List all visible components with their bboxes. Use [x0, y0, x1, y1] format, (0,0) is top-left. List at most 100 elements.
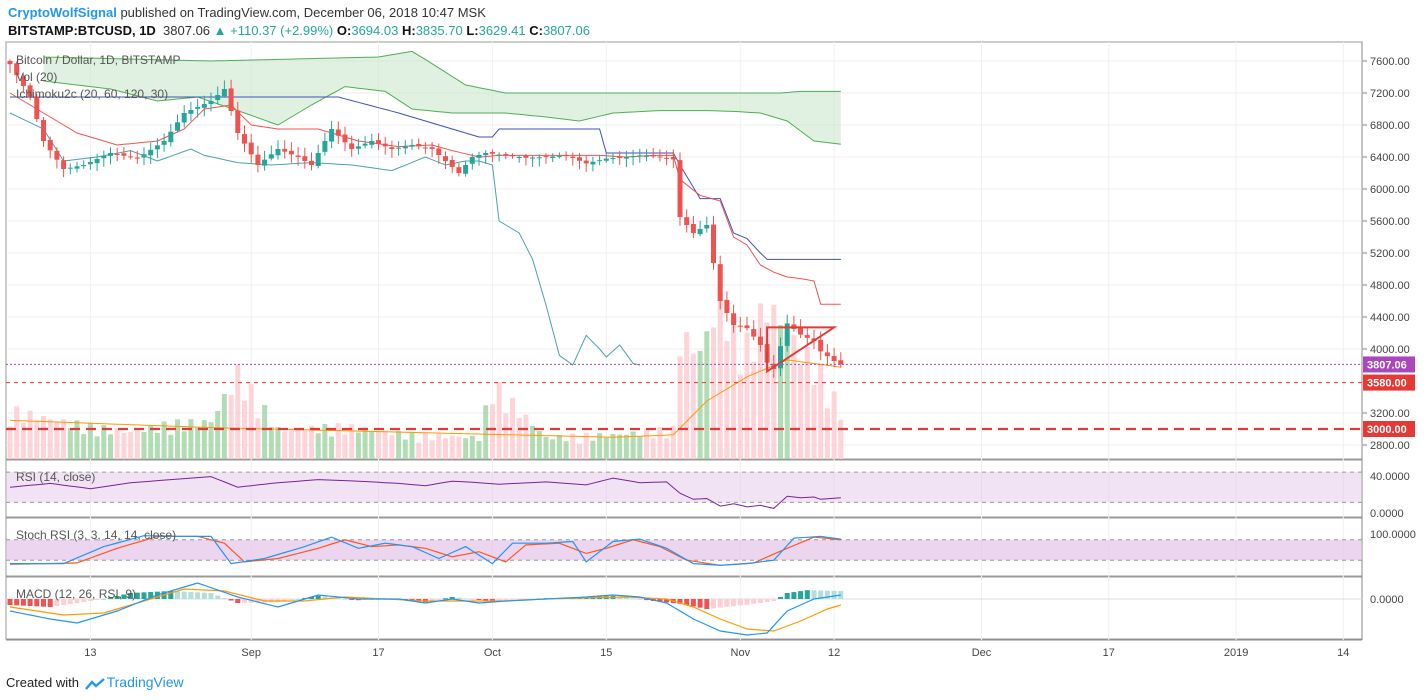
candle-body: [731, 313, 737, 325]
rsi-pane[interactable]: [6, 471, 1362, 509]
ichimoku-span-a-line: [43, 80, 841, 145]
support-price-label: 3000.00: [1367, 424, 1407, 436]
macd-histogram-bar: [637, 599, 643, 600]
price-tick-label: 2800.00: [1370, 440, 1410, 452]
volume-bar: [838, 419, 844, 459]
candle-body: [215, 95, 221, 101]
last-price-tag-label: 3807.06: [1367, 359, 1407, 371]
macd-histogram-bar: [503, 599, 509, 601]
candle-body: [510, 155, 515, 157]
macd-histogram-bar: [282, 599, 288, 602]
time-axis[interactable]: 13 Sep 17 Oct 15 Nov 12 Dec 17 2019 14: [84, 647, 1349, 659]
candle-body: [94, 159, 100, 164]
volume-bar: [255, 418, 261, 459]
candle-body: [724, 299, 730, 313]
candle-body: [108, 153, 113, 156]
candle-body: [818, 339, 824, 352]
rsi-tick-label: 40.0000: [1370, 471, 1410, 483]
candle-body: [416, 143, 422, 147]
candle-body: [530, 157, 536, 159]
volume-bar: [201, 420, 207, 459]
author-link[interactable]: CryptoWolfSignal: [8, 5, 117, 20]
publish-info: published on TradingView.com, December 0…: [120, 5, 486, 20]
stoch-rsi-pane[interactable]: [6, 535, 1362, 566]
candle-body: [315, 153, 321, 167]
candle-body: [369, 141, 375, 145]
candle-body: [831, 356, 837, 361]
volume-bar: [87, 422, 93, 459]
candle-body: [188, 110, 194, 114]
macd-histogram-bar: [657, 599, 663, 602]
macd-histogram-bar: [349, 599, 355, 600]
candle-body: [335, 129, 341, 136]
macd-histogram-bar: [496, 599, 502, 601]
macd-histogram-bar: [831, 590, 837, 599]
volume-bar: [550, 439, 556, 459]
volume-bar: [7, 426, 13, 459]
ichimoku-cloud: [43, 51, 841, 145]
volume-bar: [516, 418, 522, 459]
stoch-band: [6, 539, 1362, 561]
volume-bar: [523, 414, 529, 459]
volume-bar: [168, 434, 174, 459]
candle-body: [463, 165, 469, 174]
macd-histogram-bar: [41, 599, 46, 607]
macd-histogram-bar: [711, 599, 716, 609]
volume-bar: [108, 434, 113, 459]
macd-histogram-bar: [771, 599, 777, 601]
candle-body: [41, 120, 46, 141]
tradingview-link[interactable]: TradingView: [106, 674, 184, 690]
volume-bar: [697, 350, 703, 459]
volume-bar: [376, 431, 381, 459]
high-label: H:: [401, 23, 416, 38]
macd-histogram-bar: [510, 599, 515, 601]
candle-body: [737, 325, 743, 327]
macd-histogram-bar: [121, 594, 127, 599]
volume-bar: [436, 433, 442, 459]
volume-bar: [288, 428, 294, 459]
volume-bar: [34, 420, 40, 459]
macd-histogram-bar: [516, 599, 522, 600]
tradingview-logo-icon[interactable]: [84, 677, 105, 690]
price-change: ▲ +110.37 (+2.99%): [213, 23, 334, 38]
volume-bar: [463, 438, 469, 459]
time-tick-label: 12: [828, 647, 840, 659]
volume-bar: [262, 405, 268, 459]
volume-bar: [771, 305, 777, 459]
volume-bar: [81, 434, 87, 459]
volume-bar: [469, 435, 475, 459]
volume-bar: [744, 332, 750, 459]
macd-histogram-bar: [148, 592, 154, 599]
candle-body: [262, 159, 268, 166]
price-tick-label: 7200.00: [1370, 88, 1410, 100]
volume-bar: [650, 438, 656, 459]
volume-bar: [41, 415, 46, 459]
macd-histogram-bar: [188, 592, 194, 599]
ohlc-line: BITSTAMP:BTCUSD, 1D 3807.06 ▲ +110.37 (+…: [8, 22, 590, 40]
candle-body: [489, 152, 495, 154]
candle-body: [342, 134, 348, 143]
stoch-k-line: [10, 535, 841, 566]
candle-body: [128, 156, 134, 158]
price-tick-label: 6000.00: [1370, 184, 1410, 196]
volume-bar: [128, 432, 134, 459]
volume-bar: [617, 434, 623, 459]
price-pane[interactable]: [6, 50, 1362, 459]
symbol-label[interactable]: BITSTAMP:BTCUSD, 1D: [8, 23, 156, 38]
candle-body: [47, 139, 53, 151]
candle-body: [577, 157, 582, 161]
volume-bar: [27, 410, 33, 459]
volume-bar: [757, 303, 763, 459]
candle-body: [121, 153, 127, 156]
rsi-legend: RSI (14, close): [16, 470, 95, 484]
price-axis[interactable]: 7600.00 7200.00 6800.00 6400.00 6000.00 5600.…: [1362, 56, 1416, 606]
volume-bar: [644, 428, 649, 459]
volume-bar: [349, 424, 355, 459]
macd-pane[interactable]: [6, 582, 1362, 636]
macd-histogram-bar: [684, 599, 690, 606]
macd-histogram-bar: [94, 599, 100, 600]
time-tick-label: Nov: [731, 647, 751, 659]
candle-body: [181, 113, 187, 123]
stoch-tick-label: 100.0000: [1370, 529, 1416, 541]
